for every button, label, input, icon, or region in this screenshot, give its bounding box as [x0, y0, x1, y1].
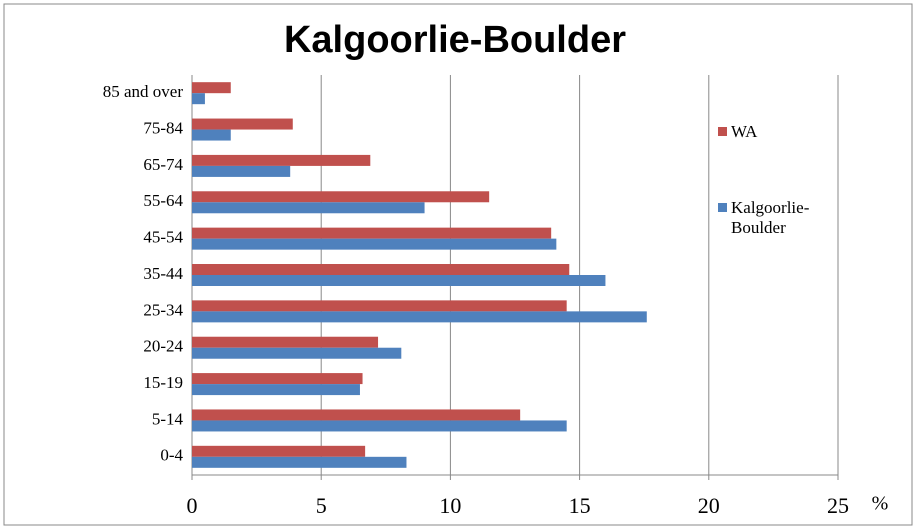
bar: [192, 93, 205, 105]
legend-entry: Kalgoorlie-Boulder: [718, 198, 838, 238]
bar: [192, 202, 425, 214]
y-tick-label: 45-54: [143, 228, 183, 247]
y-tick-label: 0-4: [160, 446, 183, 465]
bar: [192, 154, 371, 166]
bar: [192, 373, 363, 385]
y-tick-label: 20-24: [143, 337, 183, 356]
bar: [192, 445, 366, 457]
chart-title: Kalgoorlie-Boulder: [284, 19, 626, 61]
y-tick-label: 25-34: [143, 300, 183, 319]
bar: [192, 420, 567, 432]
bar: [192, 336, 379, 348]
x-tick-label: 0: [187, 493, 198, 518]
bar: [192, 227, 552, 239]
legend-entry: WA: [718, 122, 838, 142]
bar: [192, 275, 606, 286]
y-tick-label: 15-19: [143, 373, 183, 392]
x-tick-label: 10: [439, 493, 461, 518]
bar: [192, 311, 647, 323]
bar: [192, 238, 557, 250]
bar: [192, 409, 521, 421]
legend-swatch: [718, 127, 727, 136]
y-tick-label: 85 and over: [103, 82, 184, 101]
x-axis-label: %: [872, 493, 889, 515]
bar: [192, 82, 231, 94]
bar: [192, 264, 570, 275]
legend-swatch: [718, 203, 727, 212]
y-tick-label: 55-64: [143, 191, 183, 210]
legend-label: WA: [731, 122, 758, 141]
bar: [192, 118, 293, 130]
bar: [192, 456, 407, 468]
y-tick-label: 35-44: [143, 264, 183, 283]
x-tick-label: 5: [316, 493, 327, 518]
legend-label: Kalgoorlie-Boulder: [731, 198, 810, 237]
y-tick-label: 65-74: [143, 155, 183, 174]
x-tick-label: 20: [698, 493, 720, 518]
bar: [192, 300, 567, 312]
bar: [192, 165, 291, 177]
y-tick-label: 5-14: [152, 409, 184, 428]
x-tick-label: 25: [827, 493, 849, 518]
bar: [192, 191, 490, 203]
bar: [192, 129, 231, 141]
bar: [192, 384, 360, 396]
x-tick-label: 15: [569, 493, 591, 518]
bar: [192, 347, 402, 359]
y-tick-label: 75-84: [143, 118, 183, 137]
